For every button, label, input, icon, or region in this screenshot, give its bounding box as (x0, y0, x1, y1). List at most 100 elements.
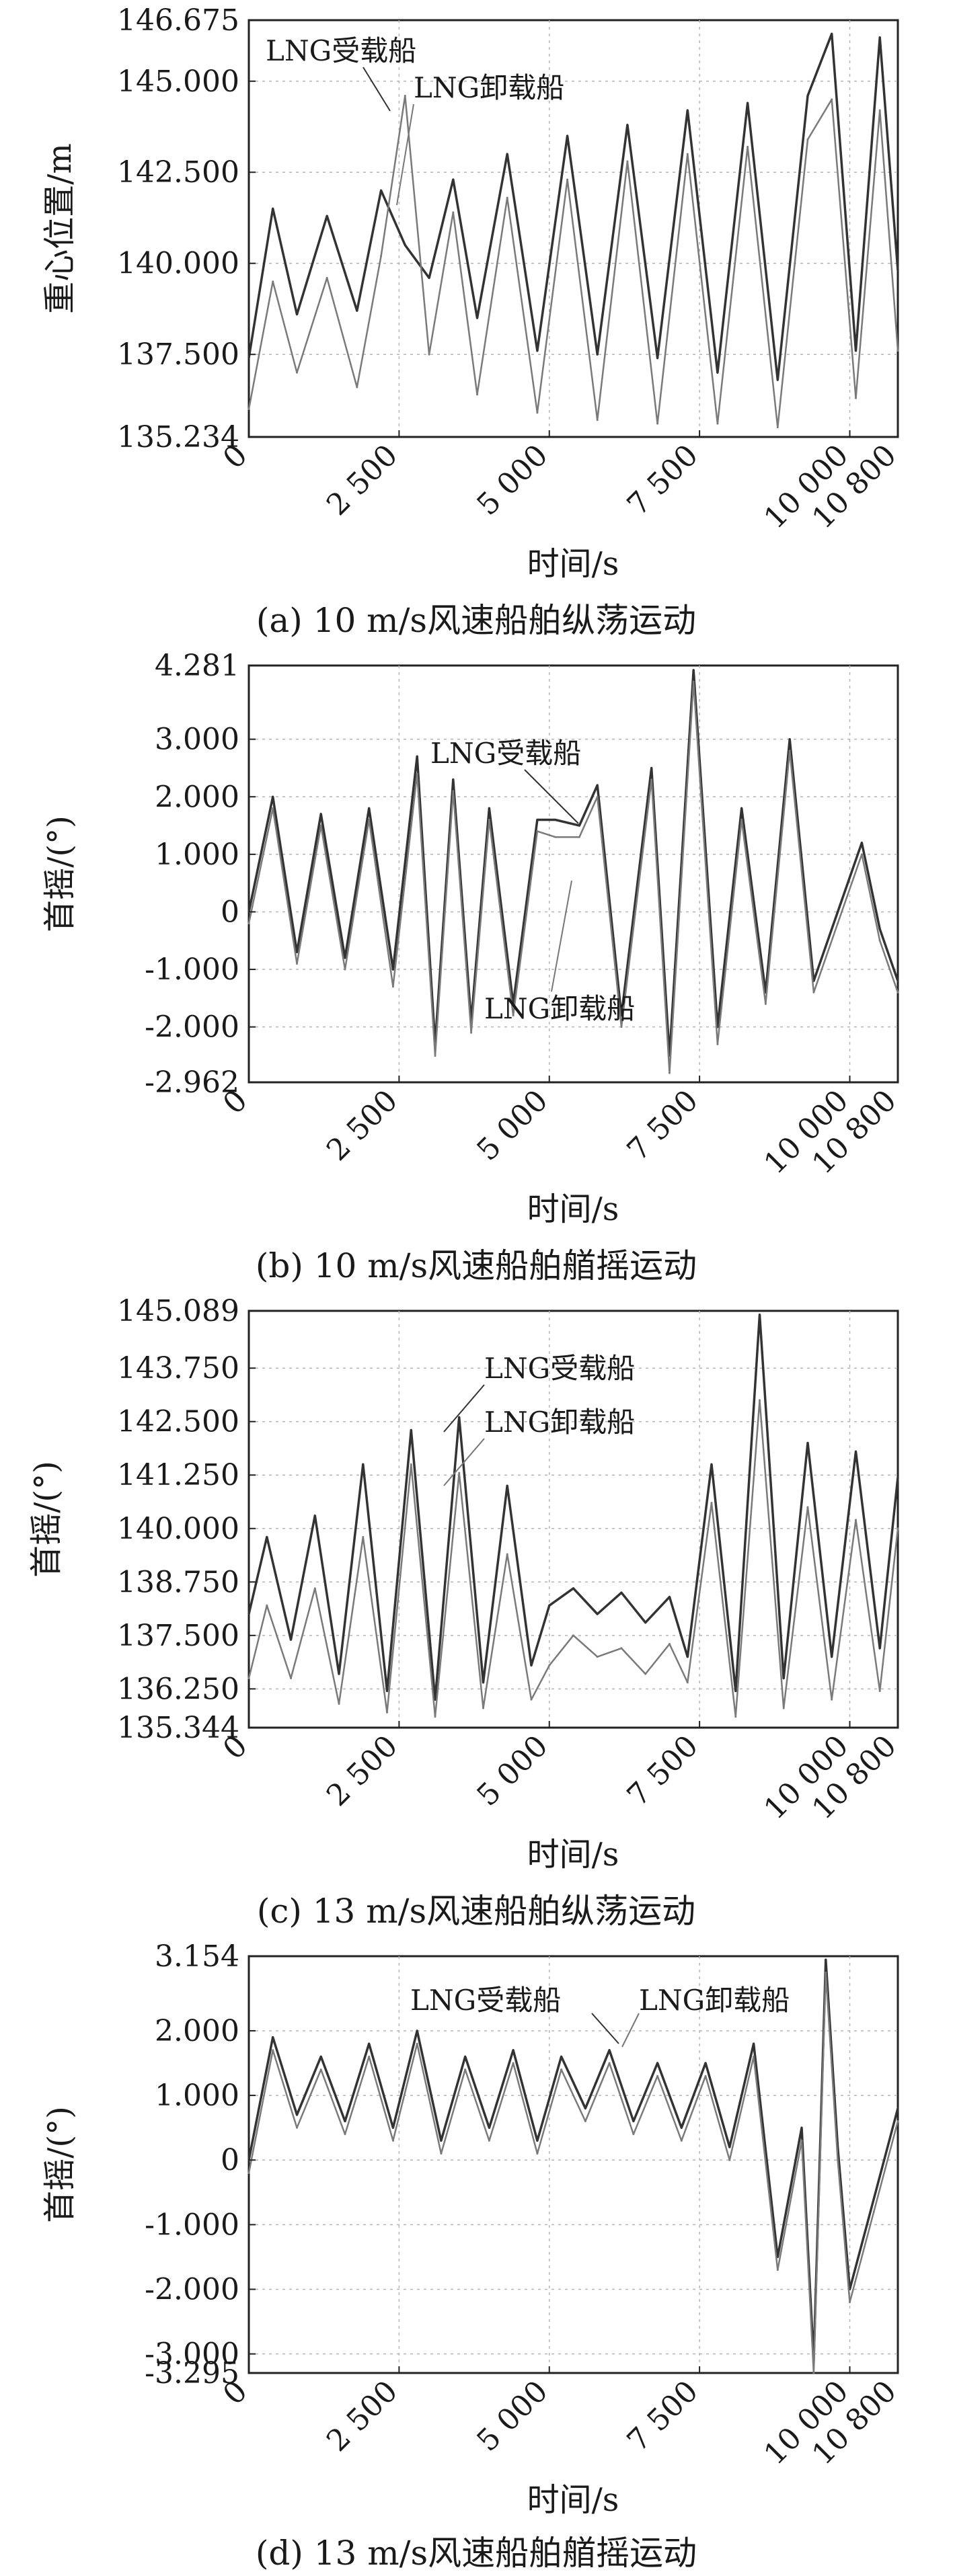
series-line-unloaded (247, 1399, 899, 1718)
data-point (656, 357, 659, 360)
x-tick-label: 7 500 (621, 2374, 705, 2458)
series-line-unloaded (247, 680, 899, 1074)
legend-leader-a-loaded (363, 67, 391, 112)
data-point (488, 2126, 490, 2129)
legend-label-d-loaded: LNG受载船 (410, 1984, 561, 2017)
y-ticks-a: 135.234 137.500 140.000 142.500 145.000 146.6… (117, 3, 256, 454)
data-point (554, 818, 557, 821)
xlabel-c: 时间/s (527, 1836, 619, 1874)
grid-c (249, 1311, 898, 1728)
data-point (410, 1428, 412, 1431)
data-point (734, 1716, 737, 1718)
y-tick-label: 2.000 (155, 780, 239, 814)
data-point (452, 178, 455, 181)
legend-leader-b-loaded (524, 769, 579, 824)
data-point (872, 2198, 875, 2200)
data-point (319, 2068, 322, 2071)
legend-label-b-loaded: LNG受载船 (430, 737, 581, 770)
series-line-unloaded (247, 95, 899, 428)
y-tick-label: 140.000 (117, 247, 239, 281)
series-line-loaded (247, 669, 899, 1057)
data-point (506, 1484, 508, 1487)
data-point (272, 807, 274, 809)
data-point (464, 2055, 467, 2058)
series-group-b (247, 669, 899, 1074)
x-tick-label: 5 000 (470, 2374, 554, 2458)
data-point (854, 397, 857, 399)
ylabel-a: 重心位置/m (41, 143, 79, 314)
data-point (295, 2114, 298, 2116)
data-point (482, 1681, 484, 1684)
data-point (753, 2055, 755, 2058)
data-point (776, 426, 779, 429)
data-point (626, 124, 629, 126)
data-point (632, 2133, 635, 2136)
data-point (734, 1690, 737, 1693)
data-point (434, 1698, 436, 1701)
legend-label-c-unloaded: LNG卸载船 (484, 1406, 635, 1439)
data-point (391, 2139, 394, 2142)
data-point (716, 371, 719, 374)
y-tick-label: 137.500 (117, 337, 239, 372)
legend-label-c-loaded: LNG受载船 (484, 1352, 635, 1385)
data-point (716, 1043, 719, 1045)
data-point (404, 244, 406, 247)
data-point (512, 1002, 514, 1005)
data-point (536, 411, 539, 414)
data-point (506, 1553, 508, 1556)
data-point (386, 1711, 389, 1714)
data-point (806, 1506, 809, 1508)
data-point (825, 1958, 827, 1961)
data-point (295, 951, 298, 953)
data-point (878, 1690, 881, 1693)
ylabel-b: 首摇/(°) (41, 815, 79, 932)
data-point (368, 2042, 371, 2045)
data-point (728, 2146, 731, 2148)
data-point (831, 32, 833, 35)
data-point (620, 1647, 623, 1650)
legend-leader-d-unloaded (621, 2013, 640, 2048)
data-point (344, 2120, 346, 2123)
xlabel-b: 时间/s (527, 1191, 619, 1228)
x-tick-label: 5 000 (470, 1084, 554, 1168)
legend-leader-c-unloaded (443, 1438, 485, 1486)
y-tick-label: 142.500 (117, 155, 239, 190)
y-tick-label: -1.000 (145, 2208, 239, 2242)
y-tick-label: 3.000 (155, 723, 239, 757)
data-point (512, 2049, 514, 2052)
data-point (554, 836, 557, 838)
data-point (897, 270, 899, 272)
data-point (764, 1002, 767, 1005)
data-point (391, 968, 394, 971)
plot-frame-a (247, 19, 899, 438)
data-point (416, 2042, 418, 2045)
caption-b: (b) 10 m/s风速船舶艏摇运动 (256, 1246, 697, 1285)
y-tick-label: -2.000 (145, 1010, 239, 1045)
data-point (758, 1314, 761, 1316)
xlabel-a: 时间/s (527, 545, 619, 583)
data-point (362, 1535, 365, 1538)
data-point (506, 196, 508, 199)
data-point (608, 2049, 611, 2052)
data-point (380, 255, 383, 257)
data-point (860, 853, 863, 856)
panel-a: 135.234 137.500 140.000 142.500 145.000 146.6… (41, 3, 903, 640)
data-point (440, 2152, 443, 2155)
data-point (650, 778, 653, 781)
data-point (644, 1621, 647, 1624)
data-point (872, 2210, 875, 2213)
x-tick-label: 5 000 (470, 438, 554, 522)
data-point (686, 109, 689, 112)
data-point (788, 738, 791, 741)
data-point (440, 2139, 443, 2142)
data-point (566, 178, 569, 181)
data-point (740, 807, 743, 809)
data-point (776, 2269, 779, 2271)
y-tick-label: -2.962 (145, 1065, 239, 1100)
data-point (668, 1643, 671, 1646)
plot-frame-b (247, 664, 899, 1084)
legend-leader-c-loaded (443, 1384, 485, 1433)
data-point (434, 1716, 436, 1718)
